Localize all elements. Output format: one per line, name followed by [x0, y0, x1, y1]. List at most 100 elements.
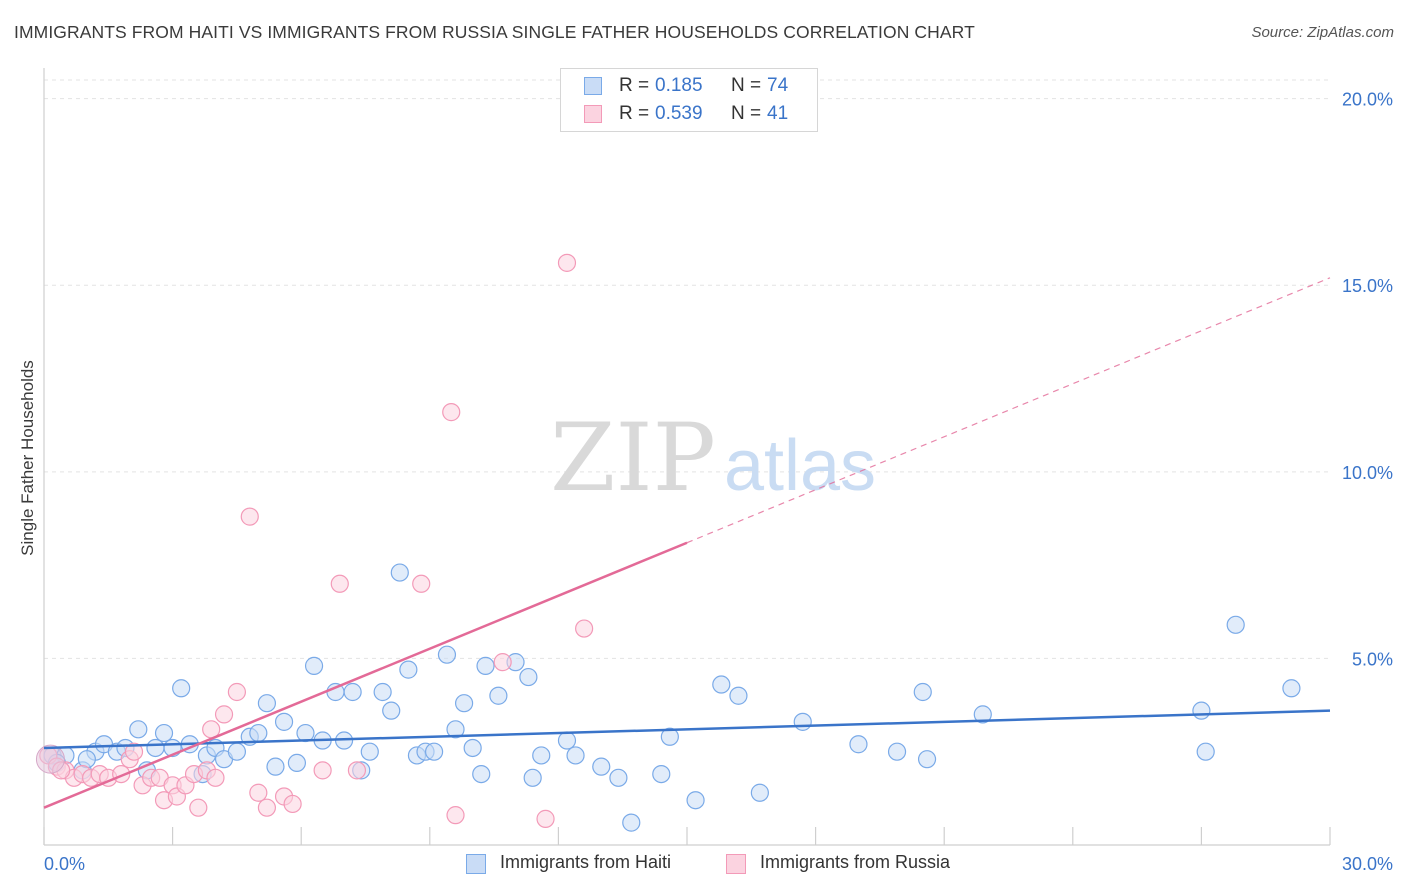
data-point	[622, 813, 641, 832]
stats-legend: R = 0.185 N = 74 R = 0.539 N = 41	[560, 68, 818, 132]
data-point	[129, 720, 148, 739]
data-point	[652, 764, 671, 784]
data-point	[214, 705, 234, 724]
data-point	[887, 742, 907, 761]
data-point	[313, 761, 332, 780]
data-point	[206, 768, 225, 787]
data-point	[266, 757, 285, 776]
russia-legend-swatch	[726, 854, 746, 874]
trend-line-russia	[43, 541, 688, 809]
y-tick-label: 15.0%	[1342, 276, 1393, 296]
data-point	[575, 619, 594, 638]
watermark: ZIP atlas	[550, 404, 876, 513]
haiti-swatch	[584, 77, 602, 95]
n-value: 41	[767, 103, 789, 124]
data-point	[154, 723, 174, 743]
data-point	[399, 660, 418, 679]
axes	[43, 68, 1331, 846]
data-point	[493, 653, 512, 672]
data-point	[557, 253, 577, 272]
data-point	[463, 738, 482, 758]
r-value: 0.185	[655, 75, 703, 96]
data-point	[1226, 615, 1245, 634]
data-point	[917, 750, 937, 769]
data-point	[287, 753, 307, 773]
data-point	[557, 731, 577, 750]
x-tick-label: 30.0%	[1342, 854, 1393, 874]
data-point	[283, 794, 302, 814]
n-value: 74	[767, 75, 789, 96]
trend-lines	[43, 277, 1331, 809]
data-point	[442, 403, 461, 422]
data-point	[390, 563, 409, 582]
data-point	[729, 686, 748, 705]
data-point	[532, 746, 551, 765]
data-point	[454, 694, 474, 713]
source-label: Source: ZipAtlas.com	[1251, 24, 1394, 41]
series-russia-points	[39, 253, 594, 828]
data-point	[189, 798, 208, 817]
data-point	[686, 791, 705, 810]
data-point	[330, 574, 349, 593]
data-point	[240, 507, 259, 526]
legend-label-haiti: Immigrants from Haiti	[500, 852, 672, 872]
data-point	[77, 750, 96, 769]
n-label: N =	[731, 75, 762, 96]
legend-label-russia: Immigrants from Russia	[760, 852, 951, 872]
data-point	[249, 783, 268, 802]
data-point	[913, 682, 932, 702]
data-point	[360, 742, 379, 761]
data-point	[424, 742, 444, 761]
data-point-cluster	[35, 744, 65, 774]
data-point	[536, 809, 555, 828]
data-points	[35, 253, 1301, 832]
grid-lines	[44, 79, 1330, 659]
data-point	[446, 806, 465, 825]
data-point	[592, 757, 611, 776]
russia-swatch	[584, 105, 602, 123]
data-point	[227, 682, 246, 702]
data-point	[793, 712, 812, 731]
data-point	[347, 761, 367, 780]
data-point	[849, 735, 868, 754]
data-point	[489, 686, 508, 705]
data-point	[660, 727, 679, 746]
data-point	[1282, 679, 1301, 698]
data-point	[373, 682, 392, 702]
r-label: R =	[619, 75, 650, 96]
data-point	[382, 701, 401, 720]
trend-line-haiti	[43, 709, 1331, 750]
data-point	[566, 746, 585, 765]
y-tick-label: 5.0%	[1352, 649, 1393, 669]
haiti-legend-swatch	[466, 854, 486, 874]
chart-title: IMMIGRANTS FROM HAITI VS IMMIGRANTS FROM…	[14, 22, 975, 42]
data-point	[1196, 742, 1215, 761]
r-label: R =	[619, 103, 650, 124]
data-point	[523, 768, 542, 787]
watermark-zip: ZIP	[550, 404, 716, 513]
data-point	[1192, 701, 1211, 720]
data-point	[973, 705, 992, 724]
data-point	[750, 783, 769, 802]
data-point	[609, 768, 628, 787]
data-point	[249, 723, 268, 743]
data-point	[146, 738, 165, 758]
data-point	[304, 656, 324, 675]
x-tick-label: 0.0%	[44, 854, 85, 874]
data-point	[124, 742, 144, 761]
data-point	[227, 742, 246, 761]
data-point	[446, 720, 465, 739]
data-point	[412, 574, 431, 593]
data-point	[172, 679, 191, 698]
data-point	[472, 764, 491, 784]
y-tick-label: 10.0%	[1342, 463, 1393, 483]
tick-labels: 5.0% 10.0% 15.0% 20.0% 0.0% 30.0%	[44, 90, 1393, 874]
data-point	[476, 656, 495, 675]
watermark-atlas: atlas	[724, 426, 876, 506]
data-point	[257, 694, 277, 713]
data-point	[519, 667, 538, 687]
data-point	[343, 682, 362, 702]
trend-line-russia-extrapolated	[686, 277, 1331, 544]
data-point	[437, 645, 457, 664]
